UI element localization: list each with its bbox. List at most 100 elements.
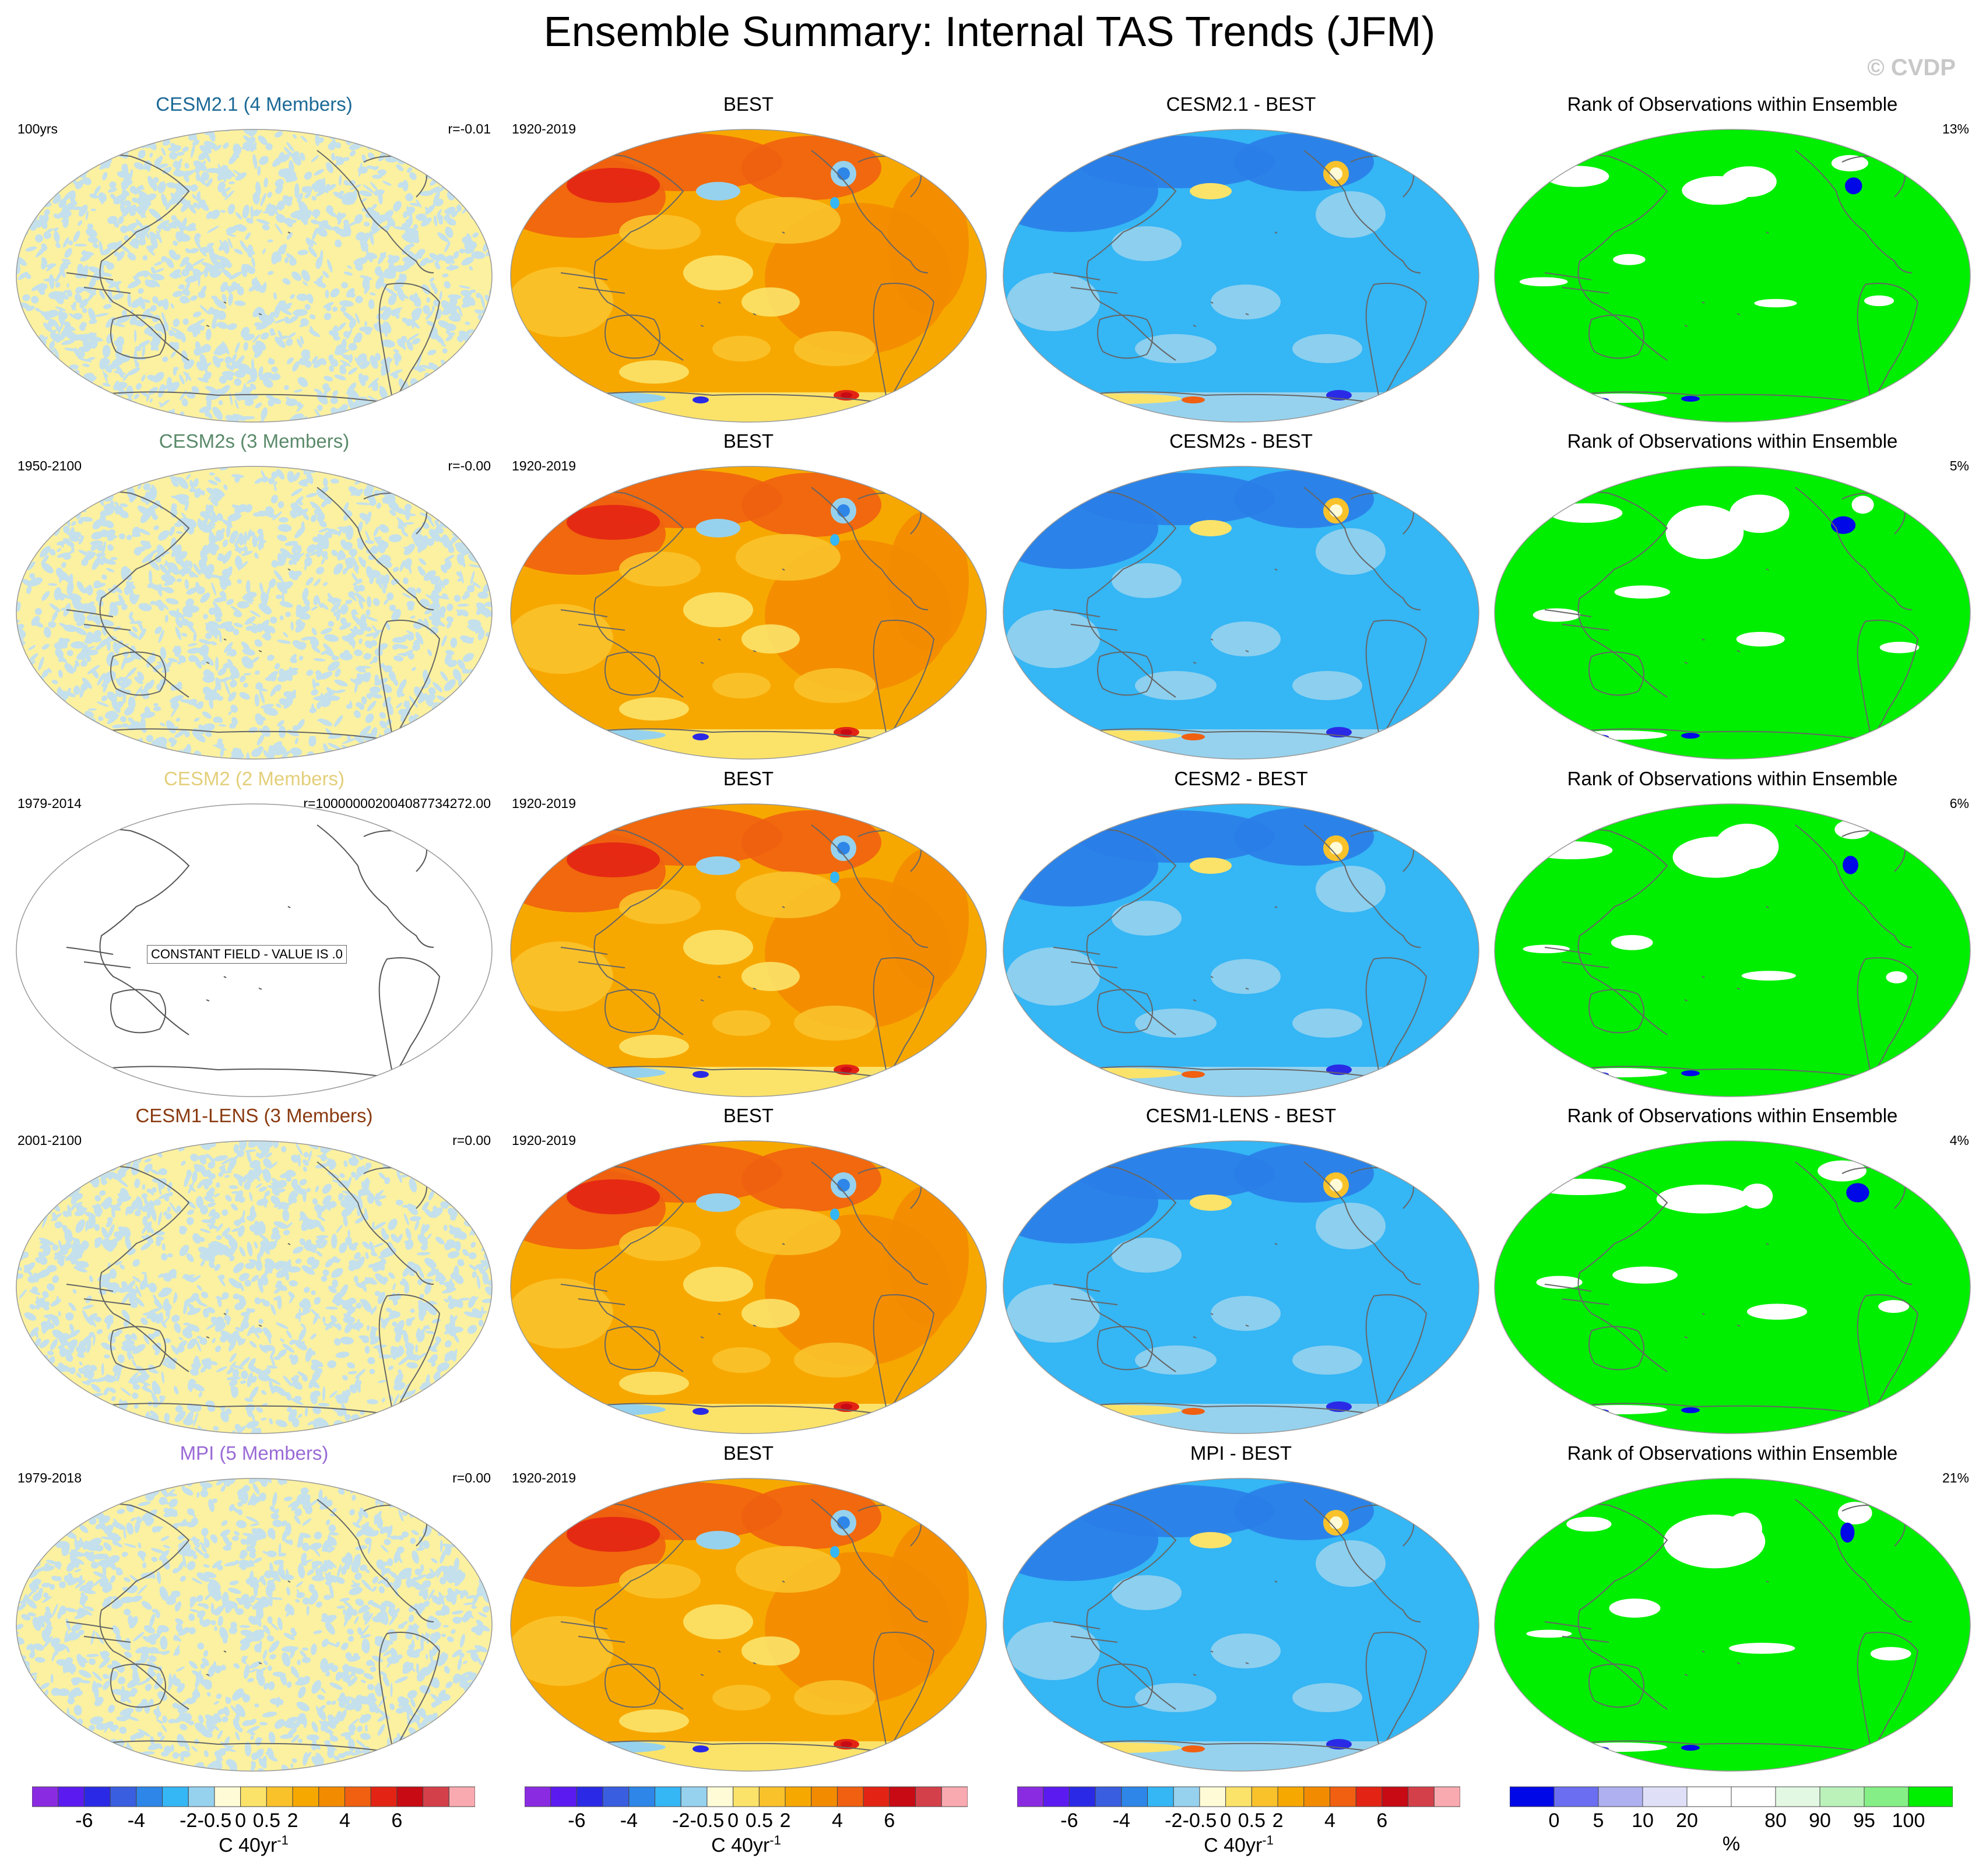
best-panel-period: 1920-2019 [512,1133,576,1148]
diff-panel-title: CESM2s - BEST [1169,430,1313,452]
panel-rank-row2: Rank of Observations within Ensemble 5% [1485,430,1979,767]
panel-rank-row5: Rank of Observations within Ensemble 21% [1485,1442,1979,1779]
diff-map [1001,464,1481,764]
best-panel-title: BEST [723,93,774,115]
best-panel-title: BEST [723,430,774,452]
colorbar-swatch [1598,1786,1643,1807]
colorbar-swatch [396,1786,424,1807]
colorbar-swatch [1251,1786,1278,1807]
best-map [508,464,989,764]
colorbar-swatch [1199,1786,1226,1807]
colorbar-tick-label: 10 [1632,1810,1654,1832]
colorbar-tick-label: 0.5 [745,1810,773,1832]
colorbar-swatch [1303,1786,1330,1807]
best-map [508,1476,989,1776]
rank-panel-title: Rank of Observations within Ensemble [1567,1105,1898,1126]
panel-model-row3: CESM2 (2 Members) 1979-2014 r=100000002004… [7,768,501,1105]
colorbar-swatch [733,1786,760,1807]
colorbar-swatch [550,1786,577,1807]
best-map [508,127,989,427]
diff-map [1001,802,1481,1102]
colorbar-swatch [628,1786,656,1807]
constant-field-label: CONSTANT FIELD - VALUE IS .0 [147,945,347,964]
colorbar-swatch [1043,1786,1070,1807]
colorbar-tick-label: -4 [620,1810,638,1832]
panel-diff-row2: CESM2s - BEST [994,430,1488,767]
colorbar-swatch [1642,1786,1688,1807]
colorbar-swatch [1819,1786,1865,1807]
colorbar-swatch [680,1786,708,1807]
colorbar-unit-text: % [1722,1833,1741,1855]
model-panel-title: CESM2 (2 Members) [164,768,345,789]
colorbar-tick-label: 2 [1272,1810,1284,1832]
rank-panel-title: Rank of Observations within Ensemble [1567,768,1898,789]
colorbar-swatch [602,1786,630,1807]
rank-panel-percent: 4% [1949,1133,1969,1148]
best-map [508,1139,989,1439]
best-panel-title: BEST [723,768,774,789]
colorbar-tick-label: -2 [180,1810,198,1832]
colorbar-tick-label: 4 [832,1810,843,1832]
colorbar-swatch [448,1786,475,1807]
panel-best-row5: BEST 1920-2019 [501,1442,996,1779]
panel-rank-row3: Rank of Observations within Ensemble 6% [1485,768,1979,1105]
diff-map [1001,1476,1481,1776]
colorbar-swatch [110,1786,137,1807]
colorbar-unit-exponent: -1 [277,1833,289,1847]
best-panel-title: BEST [723,1442,774,1464]
colorbar-tick-label: 0 [727,1810,739,1832]
panel-model-row4: CESM1-LENS (3 Members) 2001-2100 r=0.00 [7,1105,501,1442]
colorbar-swatch [1355,1786,1383,1807]
coastline-overlay [1035,824,1444,1077]
colorbar-tick-label: -4 [1112,1810,1130,1832]
coastline-overlay [1035,1161,1444,1414]
colorbar-unit-text: C 40yr [219,1834,277,1857]
colorbar-swatch [655,1786,681,1807]
colorbar-swatch [318,1786,345,1807]
colorbar-swatch [785,1786,812,1807]
colorbar-tick-label: 6 [391,1810,403,1832]
model-panel-period: 1979-2014 [17,796,82,811]
model-panel-period: 1950-2100 [17,458,82,473]
colorbar-tick-label: 0.5 [252,1810,280,1832]
panel-rank-row4: Rank of Observations within Ensemble 4% [1485,1105,1979,1442]
panel-diff-row5: MPI - BEST [994,1442,1488,1779]
coastline-overlay [48,824,458,1077]
colorbar-unit-text: C 40yr [1204,1834,1263,1857]
panel-best-row3: BEST 1920-2019 [501,768,996,1105]
colorbar-swatch [915,1786,942,1807]
best-panel-period: 1920-2019 [512,458,576,473]
model-map [14,464,494,764]
colorbar-swatch [1225,1786,1252,1807]
rank-map [1492,1476,1973,1776]
colorbar-swatch [188,1786,215,1807]
colorbar-tick-label: -2 [672,1810,690,1832]
coastline-overlay [1035,487,1444,740]
colorbar-tick-label: 6 [884,1810,895,1832]
colorbar-swatch [758,1786,786,1807]
colorbar-swatch [1553,1786,1599,1807]
pattern-correlation-label: r=0.00 [452,1133,491,1148]
trend-colorbar: -6 -4 -2 -0.5 0 0.5 2 4 6 C 40yr-1 [525,1786,968,1874]
colorbar-swatch [1329,1786,1356,1807]
panel-model-row5: MPI (5 Members) 1979-2018 r=0.00 [7,1442,501,1779]
colorbar-tick-label: 80 [1764,1810,1787,1832]
colorbar-swatch [1510,1786,1555,1807]
colorbar-swatch [344,1786,371,1807]
rank-panel-percent: 5% [1949,458,1969,473]
trend-colorbar: -6 -4 -2 -0.5 0 0.5 2 4 6 C 40yr-1 [1017,1786,1460,1874]
panel-best-row4: BEST 1920-2019 [501,1105,996,1442]
colorbar-unit-text: C 40yr [711,1834,770,1857]
colorbar-tick-label: 2 [779,1810,791,1832]
model-panel-title: CESM2.1 (4 Members) [156,93,353,115]
rank-map [1492,1139,1973,1439]
best-panel-title: BEST [723,1105,774,1126]
colorbar-swatch [58,1786,85,1807]
colorbar-unit-label: C 40yr-1 [219,1833,289,1857]
colorbar-tick-label: -4 [127,1810,145,1832]
colorbar-swatch [423,1786,449,1807]
colorbar-swatch [240,1786,267,1807]
colorbar-swatch [1731,1786,1776,1807]
colorbar-tick-label: 2 [287,1810,298,1832]
colorbar-swatch [1017,1786,1044,1807]
